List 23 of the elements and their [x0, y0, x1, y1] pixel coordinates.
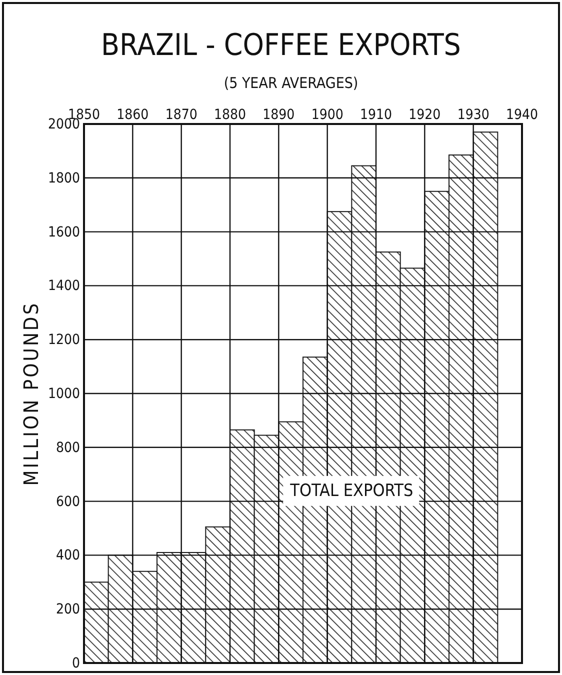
- x-tick-label: 1940: [506, 107, 538, 123]
- y-tick-label: 1200: [48, 332, 80, 348]
- y-tick-label: 0: [72, 655, 80, 672]
- series-label: TOTAL EXPORTS: [289, 480, 414, 501]
- y-tick-label: 1000: [48, 386, 80, 402]
- y-tick-label: 400: [56, 548, 80, 564]
- y-tick-label: 200: [56, 602, 80, 618]
- y-tick-label: 1400: [48, 278, 80, 294]
- x-tick-label: 1870: [165, 107, 198, 123]
- y-tick-label: 1800: [48, 170, 80, 186]
- x-tick-label: 1920: [408, 107, 441, 123]
- y-tick-label: 1600: [48, 224, 80, 240]
- x-tick-label: 1900: [311, 107, 344, 123]
- y-tick-label: 600: [56, 494, 80, 510]
- x-tick-label: 1910: [360, 107, 392, 123]
- chart-title: BRAZIL - COFFEE EXPORTS: [101, 28, 461, 63]
- chart-subtitle: (5 YEAR AVERAGES): [224, 74, 358, 92]
- x-tick-label: 1860: [116, 107, 149, 123]
- y-tick-label: 800: [56, 440, 80, 456]
- x-tick-label: 1880: [214, 107, 246, 123]
- x-tick-label: 1930: [457, 107, 490, 123]
- y-axis-title: MILLION POUNDS: [19, 301, 43, 486]
- x-tick-label: 1890: [262, 107, 295, 123]
